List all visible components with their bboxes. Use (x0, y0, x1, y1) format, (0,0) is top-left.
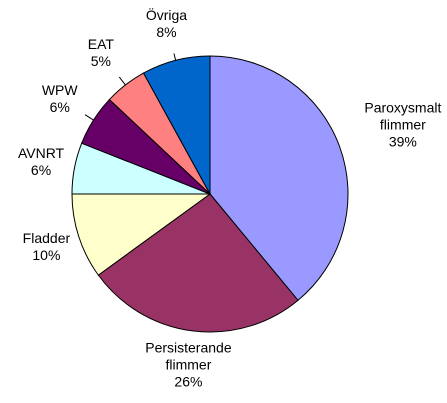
value-label: 6% (30, 161, 52, 178)
pie-slice (209, 55, 349, 302)
data-label: Persisterande flimmer 26% (140, 339, 236, 390)
data-label: WPW 6% (12, 82, 108, 116)
category-label: WPW (41, 81, 78, 98)
data-label: Paroxysmalt flimmer 39% (355, 99, 447, 150)
value-label: 26% (174, 373, 203, 390)
category-label: Fladder (22, 230, 71, 247)
category-label: AVNRT (17, 144, 65, 161)
value-label: 10% (32, 247, 61, 264)
pie-slice (71, 193, 212, 276)
data-label: Fladder 10% (0, 230, 94, 264)
data-label: AVNRT 6% (0, 145, 89, 179)
value-label: 6% (49, 98, 70, 115)
data-label: EAT 5% (53, 36, 149, 70)
data-label: Övriga 8% (118, 7, 214, 41)
value-label: 8% (156, 24, 177, 41)
category-label: EAT (87, 36, 114, 53)
pie-slice (97, 193, 299, 333)
category-label: Persisterande flimmer (145, 339, 232, 373)
value-label: 39% (388, 133, 417, 150)
leader-line (118, 76, 126, 86)
leader-line (84, 114, 94, 121)
leader-line (173, 53, 177, 61)
category-label: Övriga (145, 7, 188, 24)
category-label: Paroxysmalt flimmer (364, 99, 442, 133)
value-label: 5% (90, 53, 111, 70)
pie-slice (142, 55, 211, 195)
